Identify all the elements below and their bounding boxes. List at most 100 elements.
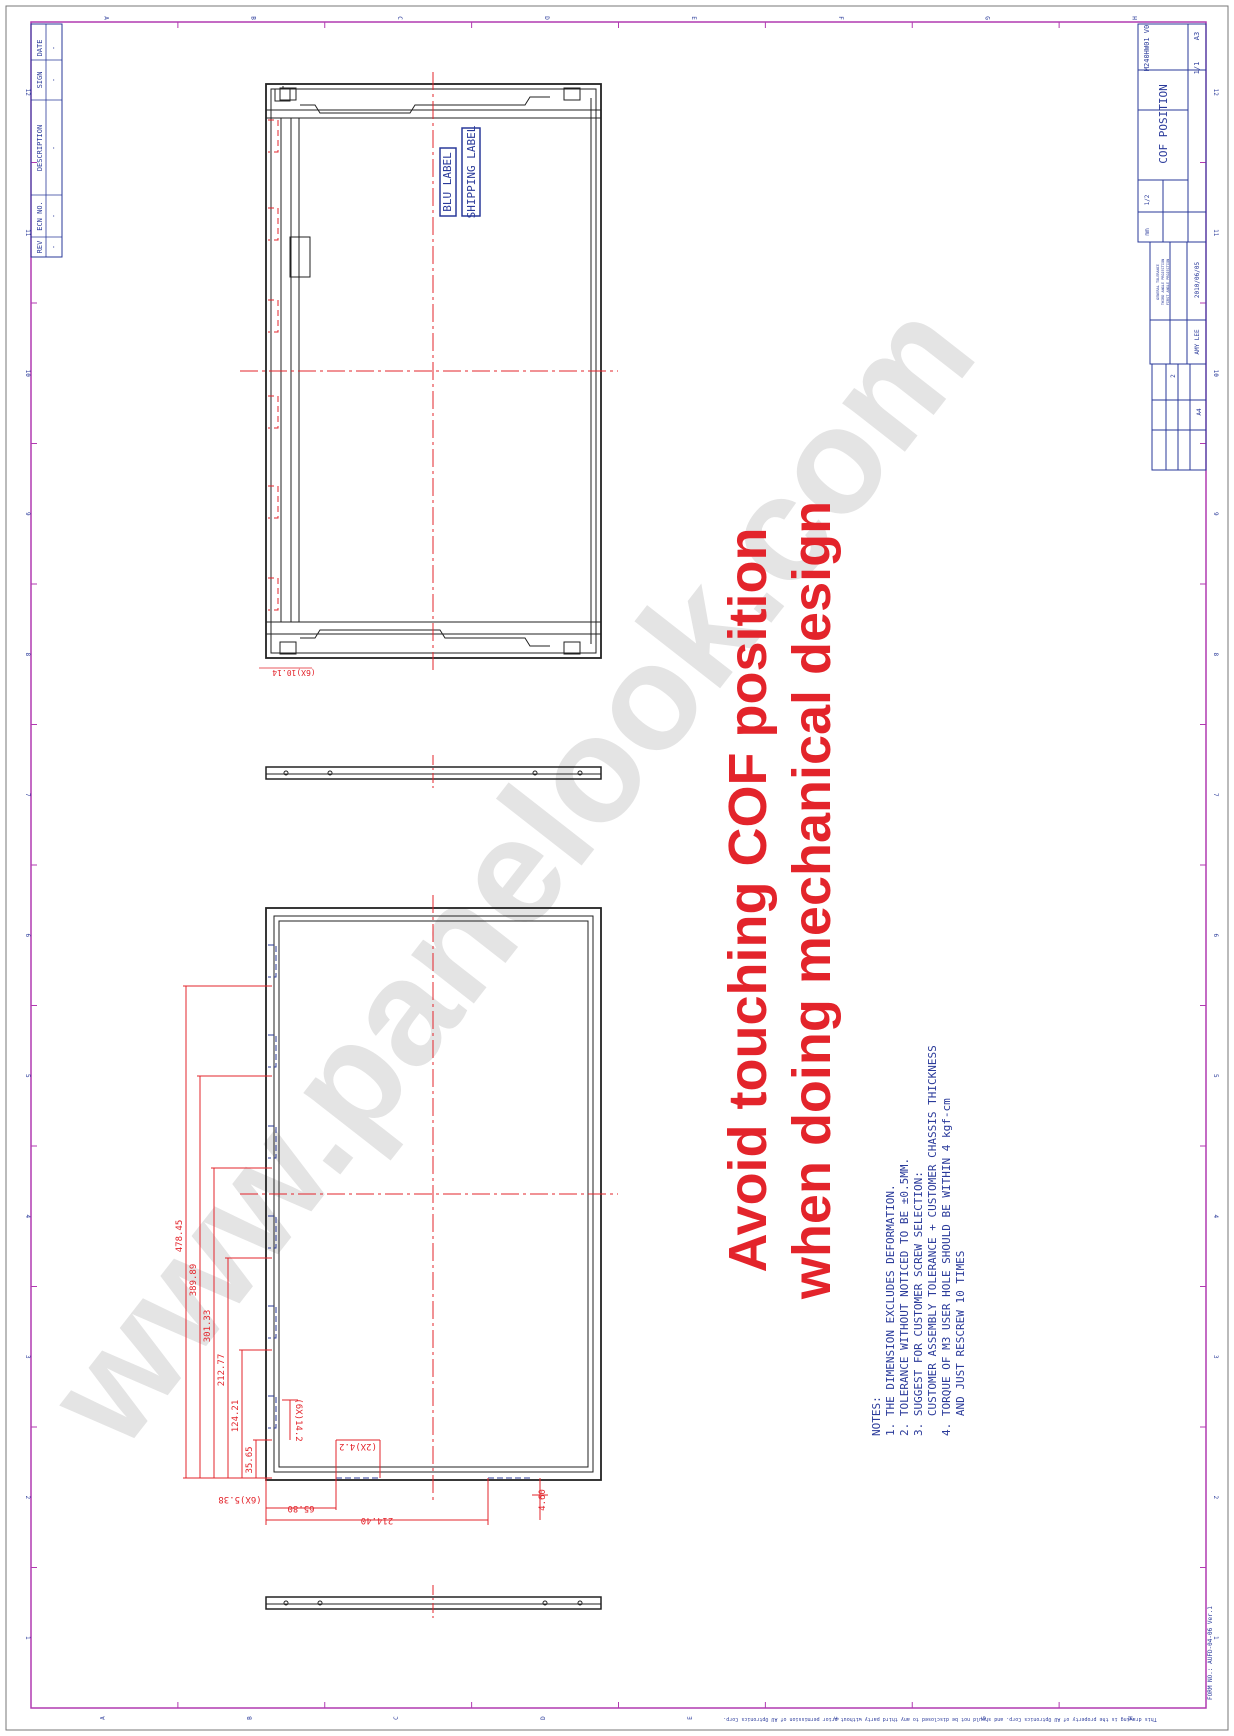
sheet-number: 1/1 <box>1193 62 1201 75</box>
rev-header-rev: REV <box>36 240 44 253</box>
zone-number-8-left: 8 <box>24 652 31 656</box>
rev-header-ecn: ECN NO. <box>36 201 44 231</box>
proprietary-notice: This drawing is the property of AU Optro… <box>723 1716 1156 1722</box>
zone-letter-d-bottom: D <box>540 1716 547 1720</box>
front-view-centerlines <box>240 895 618 1500</box>
zone-number-2-right: 2 <box>1212 1495 1219 1499</box>
zone-number-6-left: 6 <box>24 933 31 937</box>
zone-letter-h-bottom: H <box>1128 1716 1135 1720</box>
note-3: 3. SUGGEST FOR CUSTOMER SCREW SELECTION: <box>912 1171 925 1436</box>
notes-title: NOTES: <box>870 1396 883 1436</box>
zone-number-6-right: 6 <box>1212 933 1219 937</box>
warning-line-1: Avoid touching COF position <box>718 528 778 1273</box>
rev-row-ecn: - <box>50 214 58 218</box>
rev-row-description: - <box>50 146 58 150</box>
rev-header-description: DESCRIPTION <box>36 125 44 171</box>
drawn-by: AMY LEE <box>1194 329 1201 355</box>
blu-label: BLU LABEL <box>441 152 454 212</box>
dim-pitch: (2X)4.2 <box>339 1441 377 1451</box>
zone-letter-g-top: G <box>984 16 991 20</box>
tolerance-note-2: THIRD ANGLE PROJECTION <box>1161 259 1165 305</box>
zone-number-9-left: 9 <box>24 512 31 516</box>
zone-number-4-right: 4 <box>1212 1214 1219 1218</box>
back-view-cof-markers <box>268 119 279 611</box>
form-number: FORM NO.: AUFD-04-06 Ver.1 <box>1207 1606 1214 1700</box>
tolerance-note-3: FIRST ANGLE PROJECTION <box>1166 259 1170 305</box>
dim-65: 65.80 <box>287 1503 314 1513</box>
rev-row-rev: - <box>50 245 58 249</box>
scale-label: 1/2 <box>1144 194 1151 205</box>
warning-line-2: when doing mechanical design <box>782 501 842 1300</box>
zone-number-2-left: 2 <box>24 1495 31 1499</box>
rev-header-sign: SIGN <box>36 72 44 89</box>
zone-letter-f-top: F <box>837 16 844 20</box>
zone-number-10-right: 10 <box>1212 370 1219 378</box>
zone-number-3-left: 3 <box>24 1355 31 1359</box>
title-block <box>1137 23 1207 471</box>
model-number: M240HW01 V0 <box>1143 25 1151 71</box>
zone-letter-a-bottom: A <box>99 1716 106 1720</box>
rev-row-sign: - <box>50 78 58 82</box>
shipping-label: SHIPPING LABEL <box>465 125 478 218</box>
watermark: www.panelook.com <box>14 271 1006 1474</box>
front-view-cof-markers <box>268 944 532 1479</box>
dimension-texts: 478.45 389.89 301.33 212.77 124.21 35.65… <box>175 1220 548 1525</box>
notes: NOTES: 1. THE DIMENSION EXCLUDES DEFORMA… <box>870 1045 967 1436</box>
note-3b: CUSTOMER ASSEMBLY TOLERANCE + CUSTOMER C… <box>926 1045 939 1436</box>
zone-letter-b-bottom: B <box>246 1716 253 1720</box>
zone-number-8-right: 8 <box>1212 652 1219 656</box>
drawing-title: COF POSITION <box>1157 84 1170 163</box>
dim-cof-width: (6X)14.2 <box>293 1398 303 1441</box>
note-1: 1. THE DIMENSION EXCLUDES DEFORMATION. <box>884 1184 897 1436</box>
note-4b: AND JUST RESCREW 10 TIMES <box>954 1251 967 1436</box>
outer-border <box>5 5 1229 1731</box>
rev-row-date: - <box>50 46 58 50</box>
zone-letter-c-bottom: C <box>393 1716 400 1720</box>
mini-label-2: 2 <box>1170 374 1177 378</box>
zone-number-5-right: 5 <box>1212 1074 1219 1078</box>
dim-4-60: 4.60 <box>538 1489 548 1511</box>
zone-letter-c-top: C <box>396 16 403 20</box>
label-boxes: BLU LABEL SHIPPING LABEL <box>439 125 481 218</box>
zone-letter-e-top: E <box>690 16 697 20</box>
zone-number-9-right: 9 <box>1212 512 1219 516</box>
sheet-size: A3 <box>1193 32 1201 40</box>
revision-table: DATE SIGN DESCRIPTION ECN NO. REV - - - … <box>30 23 63 258</box>
dim-35: 35.65 <box>245 1446 255 1473</box>
zone-number-11-right: 11 <box>1212 229 1219 237</box>
note-4: 4. TORQUE OF M3 USER HOLE SHOULD BE WITH… <box>940 1098 953 1436</box>
zone-letter-a-top: A <box>102 16 109 20</box>
zone-number-1-right: 1 <box>1212 1636 1219 1640</box>
zone-letter-g-bottom: G <box>981 1716 988 1720</box>
zone-letter-e-bottom: E <box>687 1716 694 1720</box>
zone-letter-h-top: H <box>1131 16 1138 20</box>
tolerance-note-1: GENERAL TOLERANCE <box>1156 264 1160 300</box>
zone-number-1-left: 1 <box>24 1636 31 1640</box>
top-dim-label: (6X)10.14 <box>272 668 316 677</box>
zone-number-4-left: 4 <box>24 1214 31 1218</box>
dim-301: 301.33 <box>203 1310 213 1343</box>
dimension-lines <box>183 985 548 1525</box>
zone-number-11-left: 11 <box>24 229 31 237</box>
zone-number-3-right: 3 <box>1212 1355 1219 1359</box>
zone-letter-b-top: B <box>249 16 256 20</box>
dim-389: 389.89 <box>189 1264 199 1297</box>
zone-number-12-right: 12 <box>1212 89 1219 97</box>
rev-header-date: DATE <box>36 40 44 57</box>
dim-cof-gap: (6X)5.38 <box>218 1494 261 1504</box>
zone-number-5-left: 5 <box>24 1074 31 1078</box>
zone-number-10-left: 10 <box>24 370 31 378</box>
zone-number-7-left: 7 <box>24 793 31 797</box>
mini-label-a4: A4 <box>1196 408 1203 416</box>
dim-478: 478.45 <box>175 1220 185 1253</box>
drawing-date: 2010/06/05 <box>1194 262 1201 299</box>
note-2: 2. TOLERANCE WITHOUT NOTICED TO BE ±0.5M… <box>898 1158 911 1436</box>
zone-number-7-right: 7 <box>1212 793 1219 797</box>
zone-number-12-left: 12 <box>24 89 31 97</box>
dim-212: 212.77 <box>217 1354 227 1387</box>
dim-124: 124.21 <box>231 1400 241 1433</box>
unit-label: mm <box>1144 228 1151 236</box>
zone-letter-d-top: D <box>543 16 550 20</box>
